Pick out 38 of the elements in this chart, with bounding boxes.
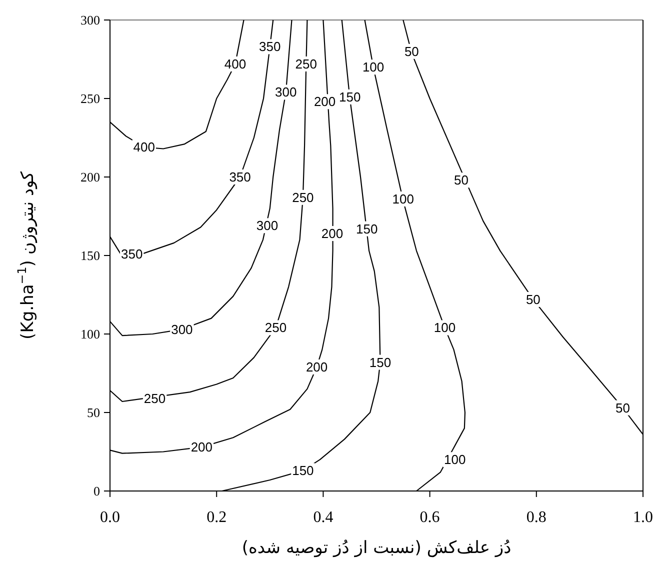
x-tick-label: 0.6 <box>420 509 440 526</box>
annotation: 100 <box>444 452 466 468</box>
annotation: 200 <box>314 94 336 110</box>
annotation: 100 <box>362 60 384 75</box>
annotation: 50 <box>526 292 540 307</box>
annotation: 250 <box>264 320 287 336</box>
annotation: 150 <box>356 221 378 236</box>
annotation: 50 <box>454 172 468 188</box>
annotation: 100 <box>392 191 414 206</box>
annotation: 150 <box>369 354 392 370</box>
x-tick-label: 0.4 <box>313 509 334 526</box>
x-axis-title: دُز علف‌کش (نسبت از دُز توصیه شده) <box>242 538 512 558</box>
annotation: 400 <box>224 56 246 72</box>
x-tick-label: 0.2 <box>206 509 227 526</box>
y-tick-label: 250 <box>80 91 100 106</box>
y-tick-label: 100 <box>80 326 100 342</box>
x-tick-label: 1.0 <box>633 509 653 526</box>
annotation: 350 <box>259 39 281 54</box>
annotation: 200 <box>321 226 344 242</box>
y-tick-label: 50 <box>87 405 100 420</box>
y-tick-label: 150 <box>80 248 100 263</box>
annotation: 350 <box>229 170 251 184</box>
annotation: 50 <box>616 400 630 416</box>
x-tick-label: 0.8 <box>526 509 546 526</box>
annotation: 100 <box>434 320 456 336</box>
y-tick-label: 0 <box>94 484 100 498</box>
y-tick-label: 200 <box>80 170 100 184</box>
x-tick-label: 0.0 <box>100 509 120 526</box>
annotation: 250 <box>144 390 166 406</box>
annotation: 50 <box>404 44 419 59</box>
annotation: 150 <box>339 89 361 104</box>
annotation: 250 <box>292 190 314 205</box>
annotation: 300 <box>275 84 297 100</box>
annotation: 300 <box>256 218 278 234</box>
annotation: 200 <box>306 359 328 374</box>
y-tick-label: 300 <box>80 12 100 28</box>
annotation: 250 <box>295 56 317 72</box>
annotation: 350 <box>121 246 143 262</box>
